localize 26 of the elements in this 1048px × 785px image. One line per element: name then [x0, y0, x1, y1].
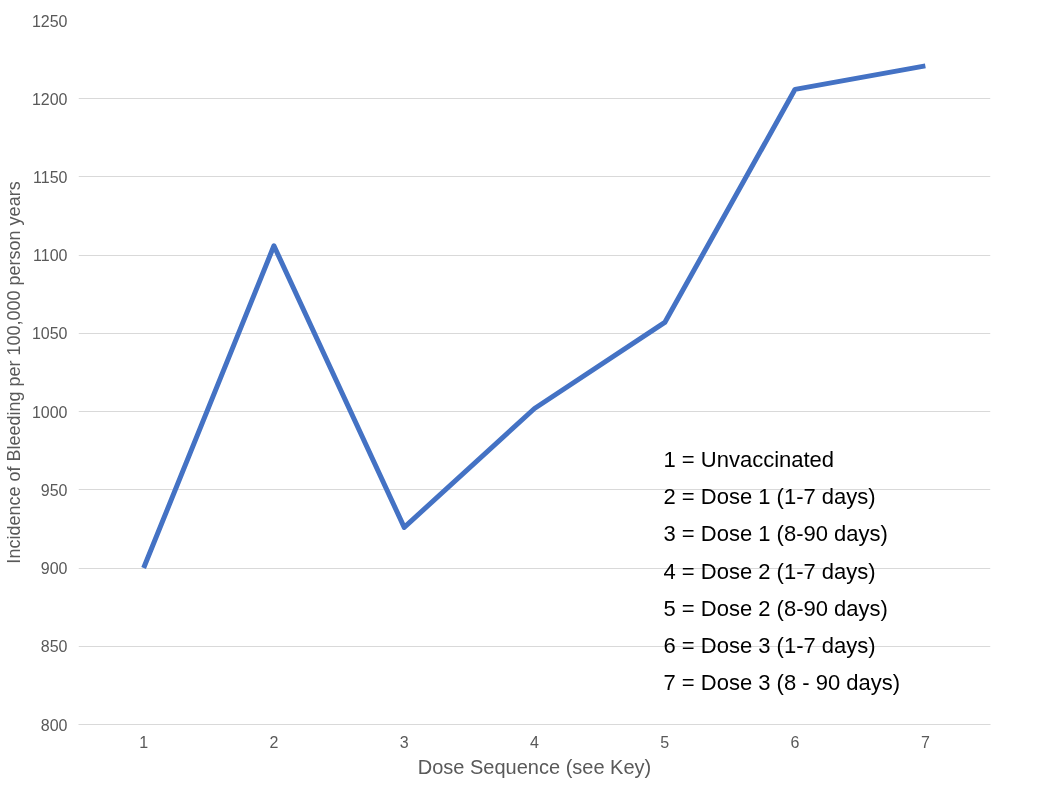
y-tick-label: 800: [40, 716, 68, 734]
x-axis-title: Dose Sequence (see Key): [417, 755, 652, 778]
y-tick-label: 950: [40, 481, 68, 499]
x-tick-label: 2: [269, 733, 279, 751]
y-tick-label: 900: [40, 560, 68, 578]
y-tick-label: 1150: [33, 168, 68, 186]
y-tick-label: 1200: [31, 90, 68, 108]
x-tick-label: 1: [139, 733, 149, 751]
annotation: 1 = Unvaccinated: [663, 446, 835, 472]
annotation: 3 = Dose 1 (8-90 days): [663, 521, 888, 547]
x-tick-label: 3: [399, 733, 409, 751]
y-tick-label: 1000: [31, 403, 68, 421]
y-tick-label: 1100: [33, 247, 68, 265]
y-tick-label: 850: [40, 638, 68, 656]
y-tick-label: 1250: [31, 12, 68, 30]
annotation: 5 = Dose 2 (8-90 days): [663, 595, 888, 621]
x-tick-label: 5: [660, 733, 670, 751]
annotation: 6 = Dose 3 (1-7 days): [663, 633, 876, 659]
x-tick-label: 4: [530, 733, 540, 751]
x-tick-label: 6: [790, 733, 800, 751]
y-axis-title: Incidence of Bleeding per 100,000 person years: [3, 181, 24, 564]
x-tick-label: 7: [920, 733, 930, 751]
annotation: 2 = Dose 1 (1-7 days): [663, 483, 876, 509]
annotation: 4 = Dose 2 (1-7 days): [663, 558, 876, 584]
annotation: 7 = Dose 3 (8 - 90 days): [663, 670, 901, 696]
y-tick-label: 1050: [31, 325, 68, 343]
